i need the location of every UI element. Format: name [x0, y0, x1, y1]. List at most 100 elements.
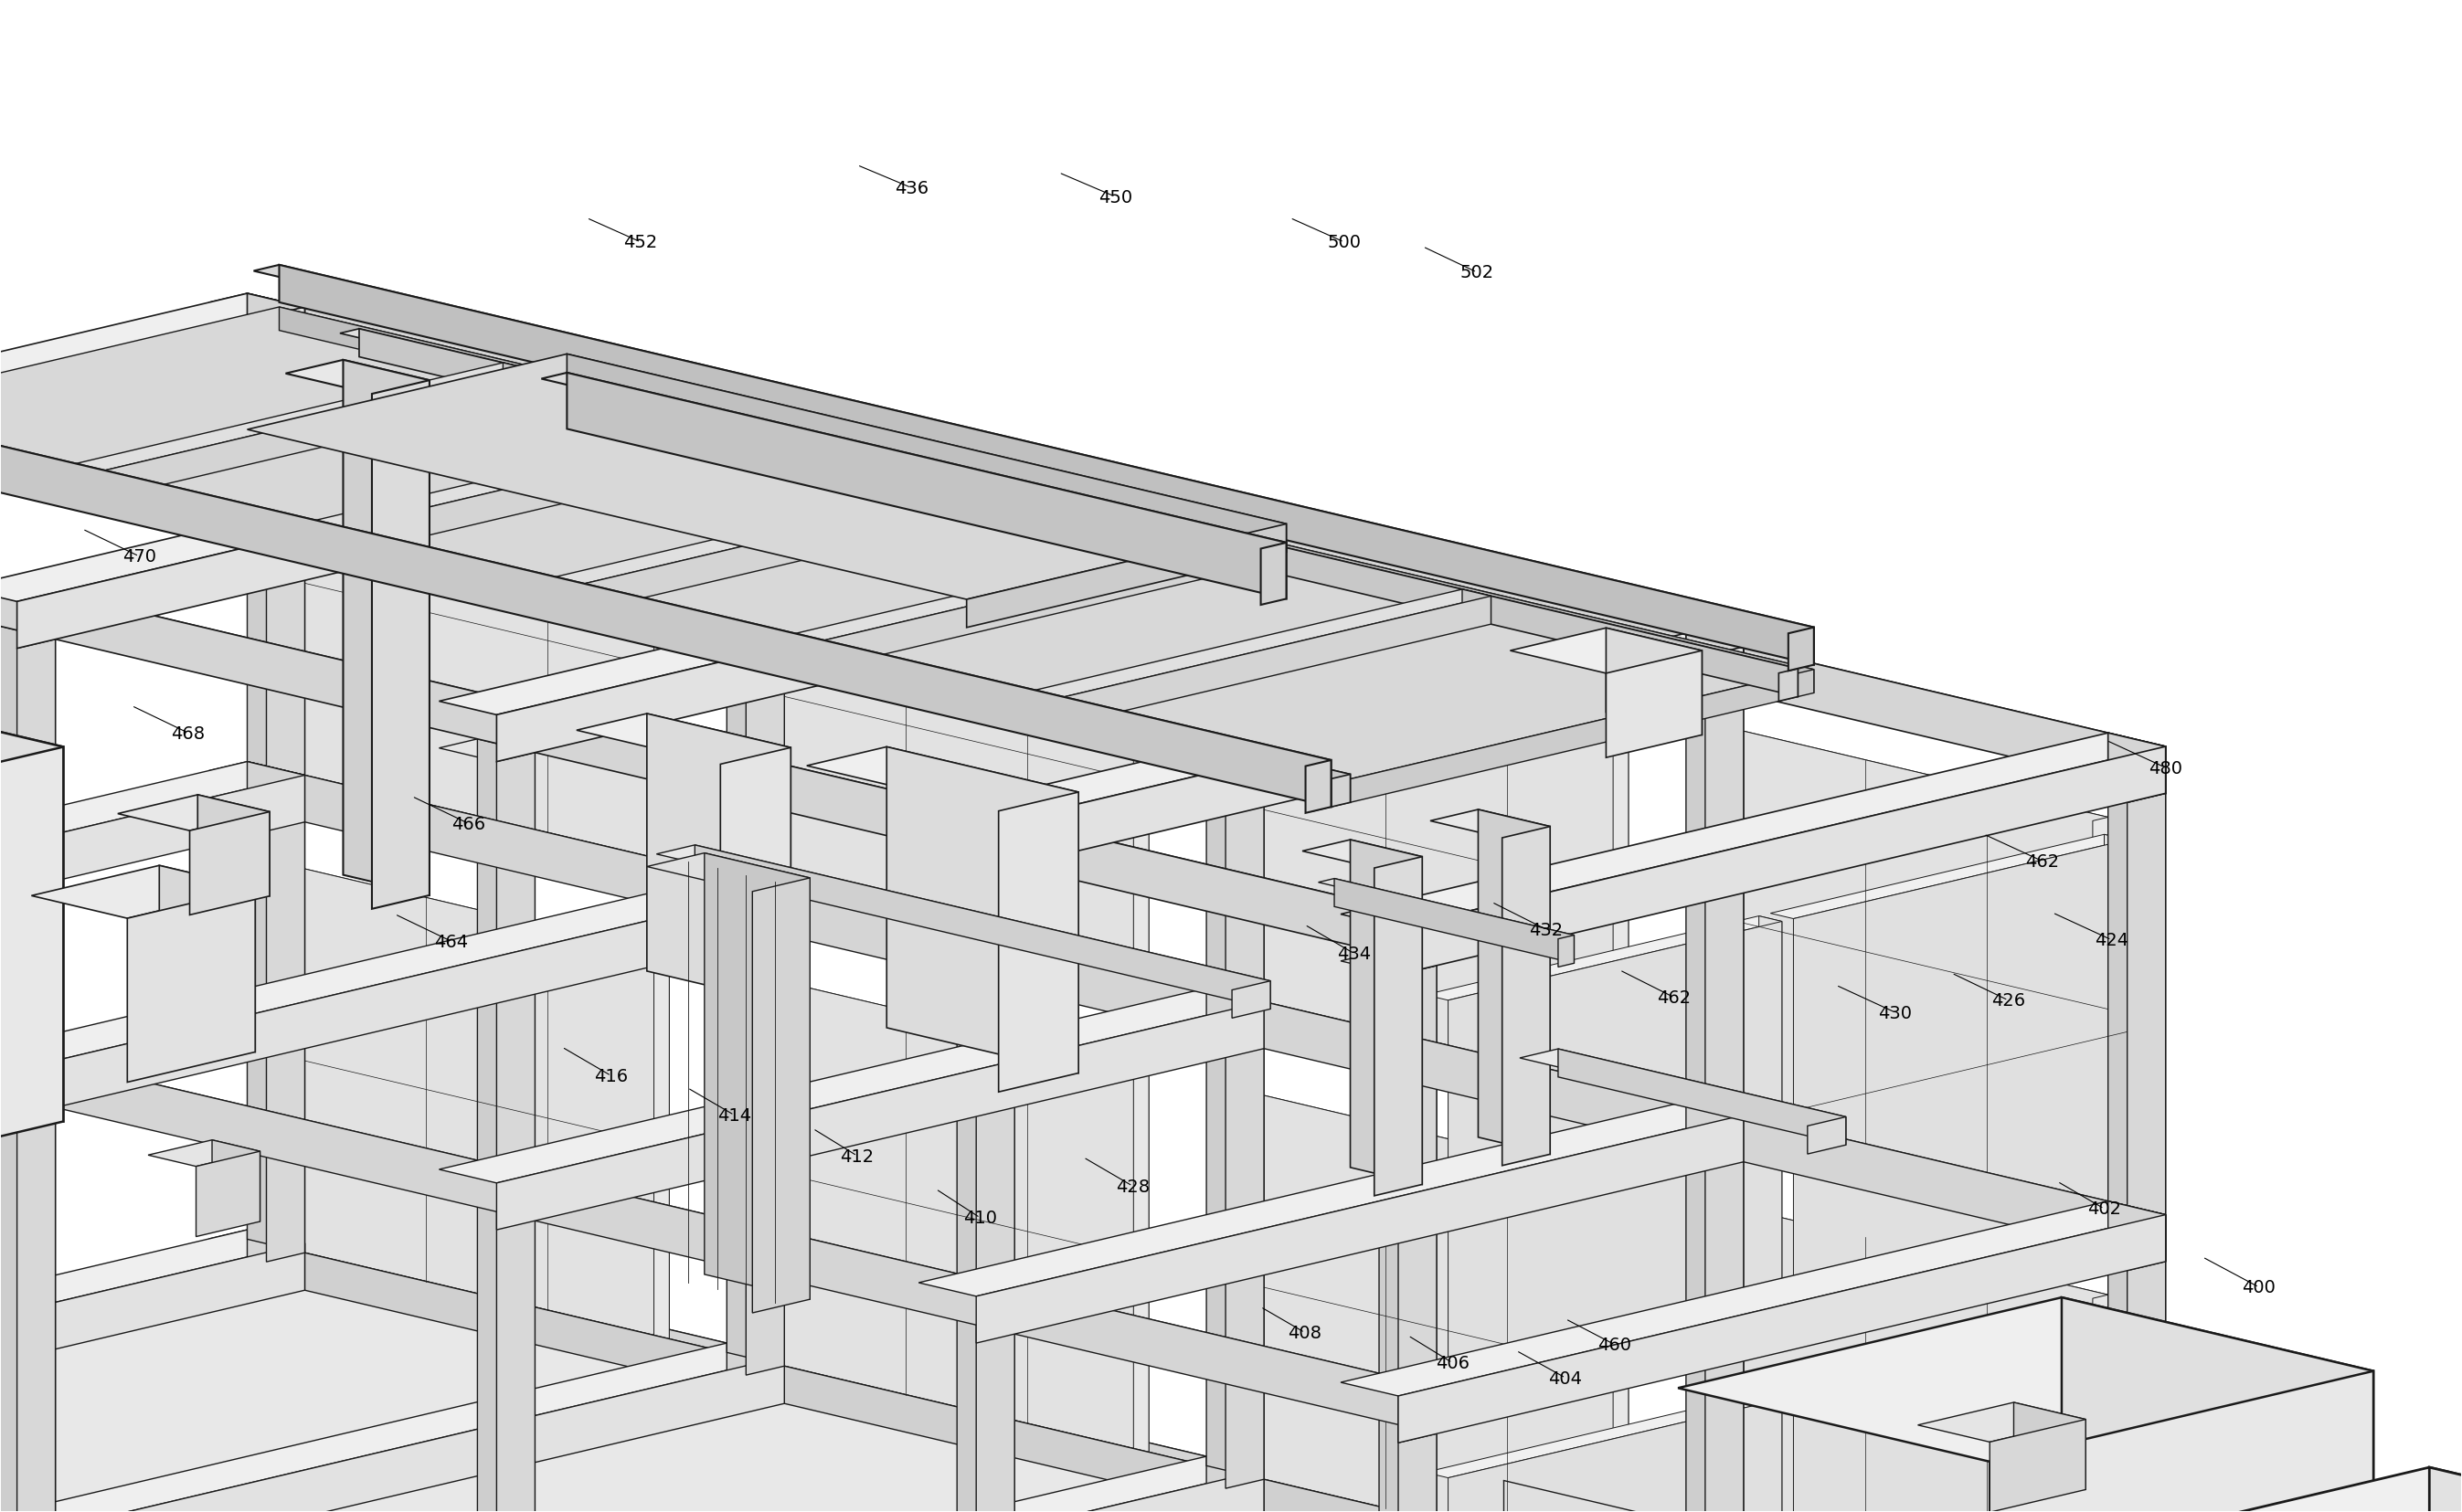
Polygon shape: [197, 795, 271, 897]
Polygon shape: [246, 762, 305, 823]
Text: 502: 502: [1460, 265, 1494, 281]
Polygon shape: [1792, 841, 2127, 1303]
Polygon shape: [0, 295, 305, 488]
Text: 400: 400: [2243, 1279, 2275, 1296]
Polygon shape: [576, 714, 790, 765]
Polygon shape: [1206, 567, 1263, 1479]
Polygon shape: [1248, 1096, 1627, 1185]
Polygon shape: [246, 1229, 305, 1290]
Polygon shape: [768, 983, 1150, 1072]
Text: 434: 434: [1337, 945, 1371, 963]
Polygon shape: [1224, 534, 1251, 569]
Polygon shape: [1647, 680, 1743, 703]
Polygon shape: [768, 505, 1150, 594]
Polygon shape: [1133, 591, 1150, 978]
Polygon shape: [0, 398, 1332, 767]
Polygon shape: [756, 534, 1251, 650]
Polygon shape: [1167, 567, 1263, 590]
Text: 470: 470: [123, 547, 155, 565]
Text: 430: 430: [1879, 1004, 1913, 1021]
Polygon shape: [746, 467, 785, 1376]
Polygon shape: [2105, 1312, 2127, 1512]
Polygon shape: [0, 1240, 2167, 1512]
Text: 464: 464: [433, 933, 468, 951]
Polygon shape: [1342, 953, 1438, 975]
Text: 452: 452: [623, 234, 657, 251]
Polygon shape: [1448, 922, 1782, 1385]
Text: 414: 414: [716, 1107, 751, 1123]
Polygon shape: [808, 747, 1078, 812]
Polygon shape: [286, 360, 428, 395]
Polygon shape: [1133, 1069, 1150, 1456]
Polygon shape: [1206, 1456, 1263, 1512]
Polygon shape: [1462, 590, 1492, 624]
Polygon shape: [1312, 670, 1814, 812]
Polygon shape: [1686, 1102, 1743, 1163]
Polygon shape: [726, 875, 785, 936]
Polygon shape: [2107, 1202, 2167, 1261]
Polygon shape: [977, 866, 1014, 1512]
Polygon shape: [0, 398, 1332, 807]
Polygon shape: [657, 845, 1270, 990]
Polygon shape: [209, 1229, 2167, 1512]
Polygon shape: [655, 956, 670, 1343]
Polygon shape: [278, 266, 1814, 665]
Polygon shape: [209, 340, 305, 363]
Text: 424: 424: [2095, 931, 2130, 950]
Text: 450: 450: [1098, 189, 1133, 206]
Text: 428: 428: [1115, 1178, 1150, 1194]
Polygon shape: [246, 355, 1285, 600]
Text: 402: 402: [2088, 1201, 2122, 1217]
Polygon shape: [1758, 1394, 1782, 1512]
Polygon shape: [694, 845, 1270, 1010]
Polygon shape: [1398, 919, 1438, 975]
Polygon shape: [995, 590, 1492, 706]
Polygon shape: [1398, 1214, 2167, 1442]
Polygon shape: [1024, 597, 1492, 735]
Polygon shape: [37, 363, 532, 481]
Polygon shape: [190, 812, 271, 915]
Polygon shape: [0, 435, 1349, 803]
Polygon shape: [1317, 878, 1573, 939]
Polygon shape: [0, 626, 54, 1512]
Polygon shape: [17, 889, 785, 1117]
Polygon shape: [2093, 1294, 2107, 1512]
Polygon shape: [726, 407, 785, 467]
Polygon shape: [0, 1343, 785, 1512]
Polygon shape: [1706, 694, 1743, 1512]
Polygon shape: [918, 1102, 1743, 1296]
Polygon shape: [744, 420, 771, 455]
Polygon shape: [726, 454, 785, 1367]
Polygon shape: [1398, 747, 2167, 975]
Polygon shape: [785, 540, 1251, 679]
Text: 480: 480: [2149, 759, 2181, 777]
Text: 462: 462: [2026, 853, 2061, 871]
Polygon shape: [648, 853, 810, 892]
Polygon shape: [1605, 629, 1701, 735]
Polygon shape: [0, 1243, 305, 1471]
Text: 500: 500: [1327, 234, 1361, 251]
Polygon shape: [968, 525, 1285, 627]
Polygon shape: [1770, 1312, 2127, 1396]
Polygon shape: [1248, 618, 1627, 708]
Polygon shape: [359, 330, 1797, 697]
Polygon shape: [1374, 857, 1423, 1196]
Polygon shape: [17, 640, 54, 1512]
Polygon shape: [17, 420, 785, 649]
Polygon shape: [1605, 652, 1701, 758]
Polygon shape: [544, 484, 1012, 621]
Text: 410: 410: [963, 1210, 997, 1226]
Polygon shape: [655, 478, 670, 865]
Polygon shape: [1342, 1202, 2167, 1396]
Polygon shape: [726, 1343, 785, 1403]
Polygon shape: [918, 853, 1014, 875]
Polygon shape: [478, 739, 534, 1512]
Polygon shape: [2071, 780, 2167, 803]
Polygon shape: [1305, 761, 1332, 813]
Polygon shape: [977, 647, 1743, 875]
Text: 468: 468: [172, 724, 204, 742]
Polygon shape: [128, 889, 256, 1083]
Polygon shape: [0, 407, 785, 602]
Text: 460: 460: [1598, 1337, 1632, 1353]
Polygon shape: [209, 762, 2167, 1223]
